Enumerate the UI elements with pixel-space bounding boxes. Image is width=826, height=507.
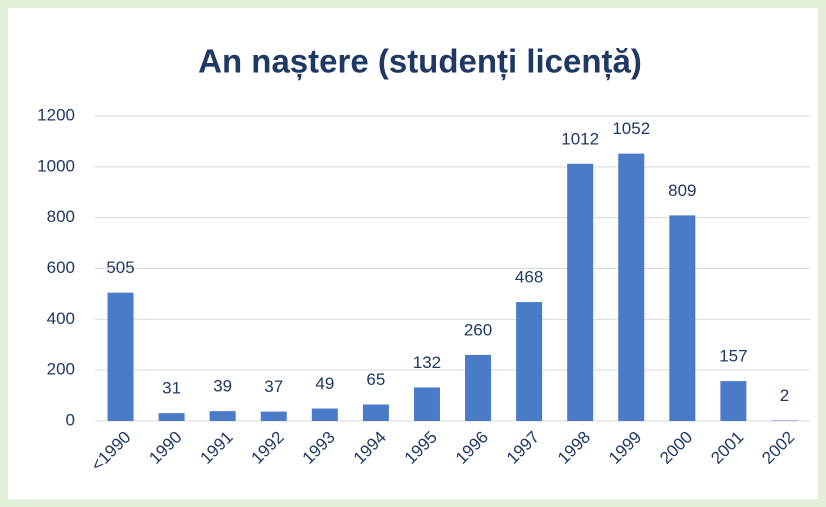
y-tick-label: 800 xyxy=(47,207,75,226)
bar xyxy=(618,153,645,421)
data-label: 49 xyxy=(315,374,334,393)
chart-title: An naștere (studenți licență) xyxy=(198,43,642,81)
data-label: 468 xyxy=(515,268,543,287)
bar xyxy=(209,411,236,421)
y-tick-label: 200 xyxy=(47,360,75,379)
bar xyxy=(720,381,747,421)
y-tick-label: 400 xyxy=(47,309,75,328)
data-label: 1012 xyxy=(561,129,599,148)
bar xyxy=(260,411,287,421)
data-label: 809 xyxy=(668,181,696,200)
data-label: 260 xyxy=(464,320,492,339)
chart-panel xyxy=(8,8,818,499)
bar xyxy=(567,163,594,422)
bar xyxy=(158,413,185,421)
data-label: 132 xyxy=(413,353,441,372)
data-label: 2 xyxy=(780,386,789,405)
data-label: 31 xyxy=(162,379,181,398)
bar xyxy=(311,408,338,421)
y-tick-label: 0 xyxy=(66,410,75,429)
y-tick-label: 1000 xyxy=(37,156,75,175)
data-label: 157 xyxy=(719,347,747,366)
y-tick-label: 1200 xyxy=(37,105,75,124)
bar xyxy=(516,302,543,421)
data-label: 39 xyxy=(213,377,232,396)
data-label: 65 xyxy=(366,370,385,389)
bar xyxy=(669,215,696,421)
bar xyxy=(771,420,798,421)
bar xyxy=(465,354,492,421)
data-label: 1052 xyxy=(612,119,650,138)
data-label: 505 xyxy=(106,258,134,277)
y-tick-label: 600 xyxy=(47,258,75,277)
bar xyxy=(413,387,440,421)
bar xyxy=(107,292,134,421)
data-label: 37 xyxy=(264,377,283,396)
bar xyxy=(362,404,389,421)
